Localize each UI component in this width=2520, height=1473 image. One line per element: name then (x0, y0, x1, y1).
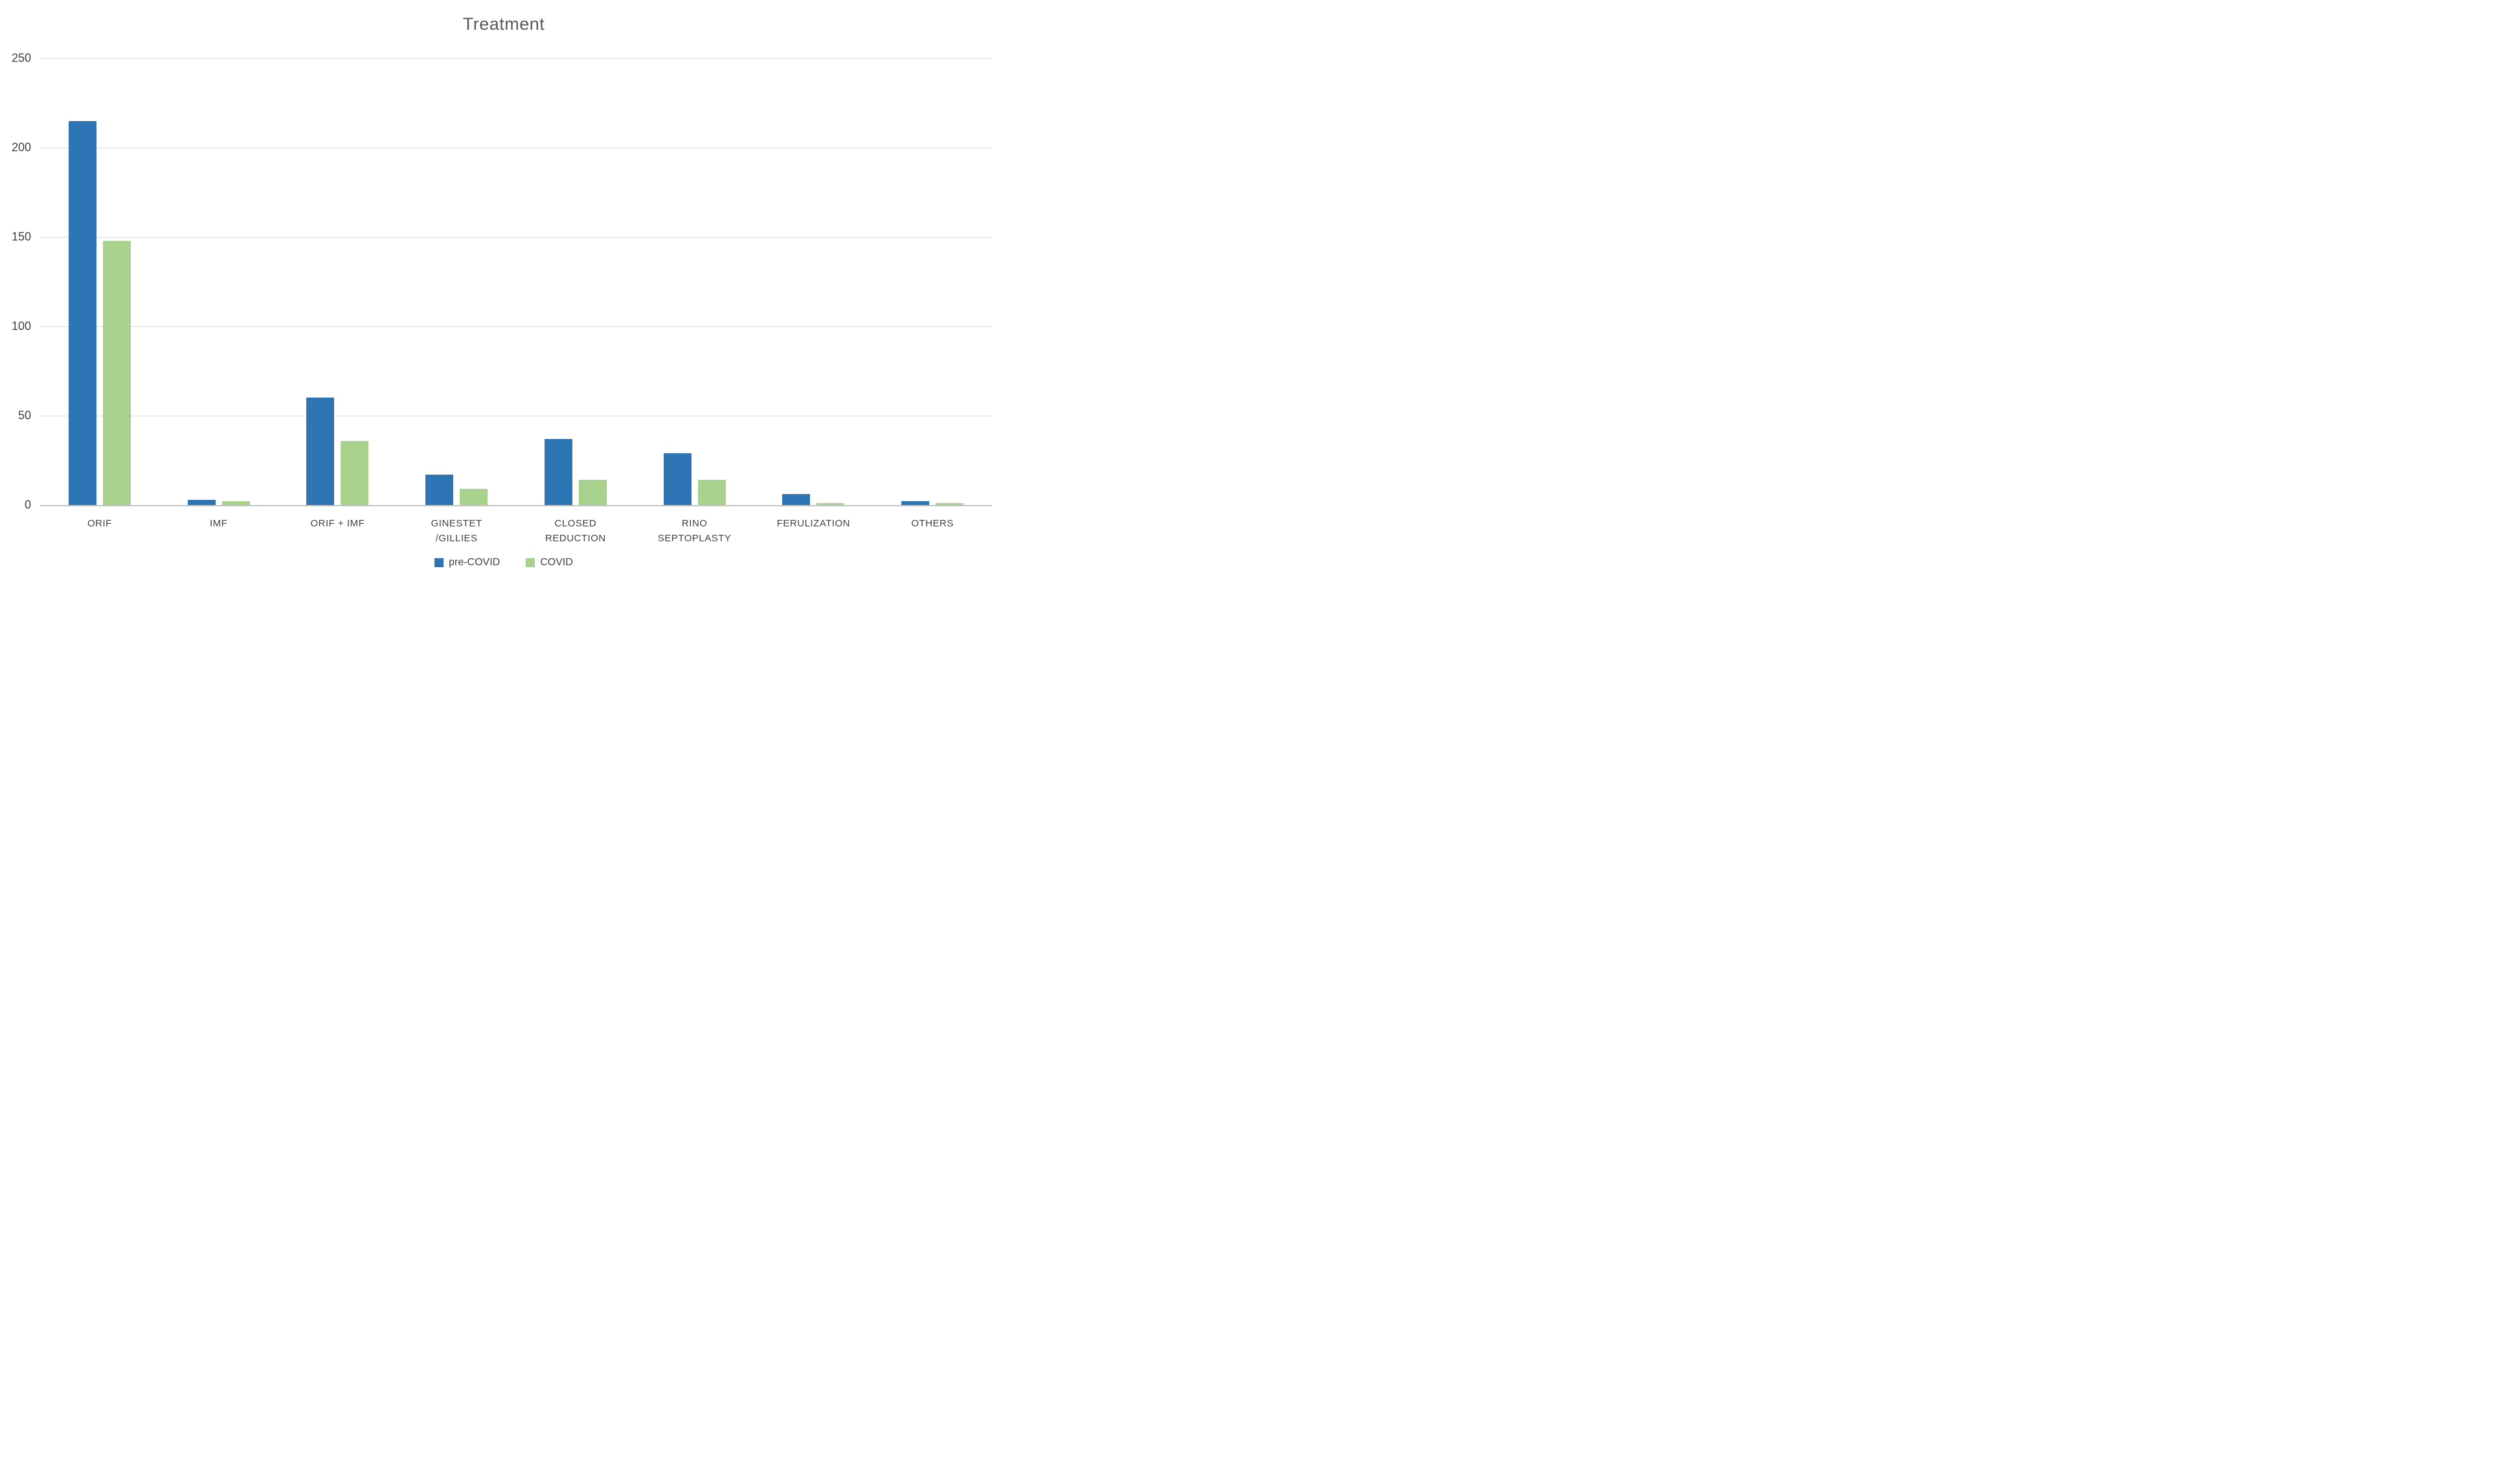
bar-pre-covid-rino-septoplasty (663, 453, 692, 505)
category-label-orif-imf: ORIF + IMF (310, 518, 365, 529)
legend-label-covid: COVID (540, 557, 573, 568)
bar-covid-orif-imf (341, 440, 369, 505)
bar-group-orif (40, 58, 159, 505)
bar-covid-ferulization (816, 503, 845, 505)
bar-pre-covid-ferulization (782, 494, 811, 505)
bar-covid-others (936, 503, 964, 505)
bar-pre-covid-ginestet-gillies (425, 475, 454, 505)
bar-pre-covid-orif (68, 120, 96, 505)
bar-pre-covid-imf (187, 499, 216, 505)
bar-covid-closed-reduction (578, 480, 607, 505)
bar-group-imf (159, 58, 278, 505)
category-label-imf: IMF (209, 518, 228, 529)
y-tick-label-50: 50 (17, 409, 31, 422)
legend-item-pre-covid: pre-COVID (434, 557, 500, 568)
chart-title: Treatment (462, 14, 545, 34)
y-tick-label-100: 100 (11, 319, 31, 333)
bar-covid-orif (102, 240, 131, 505)
y-tick-label-200: 200 (11, 141, 31, 154)
legend-item-covid: COVID (526, 557, 573, 568)
legend: pre-COVID COVID (0, 557, 1007, 568)
x-axis-labels: ORIF IMF ORIF + IMF GINESTET /GILLIES CLOSED… (40, 517, 992, 546)
gridline-250 (40, 58, 992, 59)
y-tick-label-250: 250 (11, 51, 31, 65)
bar-covid-rino-septoplasty (697, 480, 726, 505)
category-label-ferulization: FERULIZATION (776, 518, 850, 529)
bar-group-ginestet-gillies (397, 58, 516, 505)
category-label-ginestet-gillies: GINESTET /GILLIES (431, 518, 482, 544)
treatment-bar-chart: Treatment 0 50 100 150 200 250 ORIF IMF ORIF + … (0, 0, 1007, 589)
y-axis: 0 50 100 150 200 250 (0, 52, 31, 512)
bar-group-rino-septoplasty (635, 58, 754, 505)
legend-swatch-pre-covid (434, 558, 444, 567)
plot-area (40, 58, 992, 506)
gridline-150 (40, 237, 992, 238)
legend-swatch-covid (526, 558, 535, 567)
bar-groups (40, 58, 992, 505)
bar-covid-ginestet-gillies (460, 489, 488, 505)
gridline-100 (40, 326, 992, 327)
category-label-rino-septoplasty: RINO SEPTOPLASTY (657, 518, 732, 544)
bar-pre-covid-others (901, 501, 930, 505)
y-tick-label-150: 150 (11, 230, 31, 243)
x-axis-line (40, 505, 992, 506)
category-label-others: OTHERS (911, 518, 954, 529)
bar-group-others (873, 58, 992, 505)
category-label-orif: ORIF (87, 518, 112, 529)
bar-group-ferulization (754, 58, 873, 505)
bar-group-orif-imf (278, 58, 398, 505)
legend-label-pre-covid: pre-COVID (449, 557, 501, 568)
bar-covid-imf (221, 501, 250, 505)
category-label-closed-reduction: CLOSED REDUCTION (545, 518, 606, 544)
bar-pre-covid-closed-reduction (544, 438, 572, 505)
y-tick-label-0: 0 (24, 498, 31, 512)
bar-pre-covid-orif-imf (306, 398, 335, 505)
bar-group-closed-reduction (516, 58, 635, 505)
